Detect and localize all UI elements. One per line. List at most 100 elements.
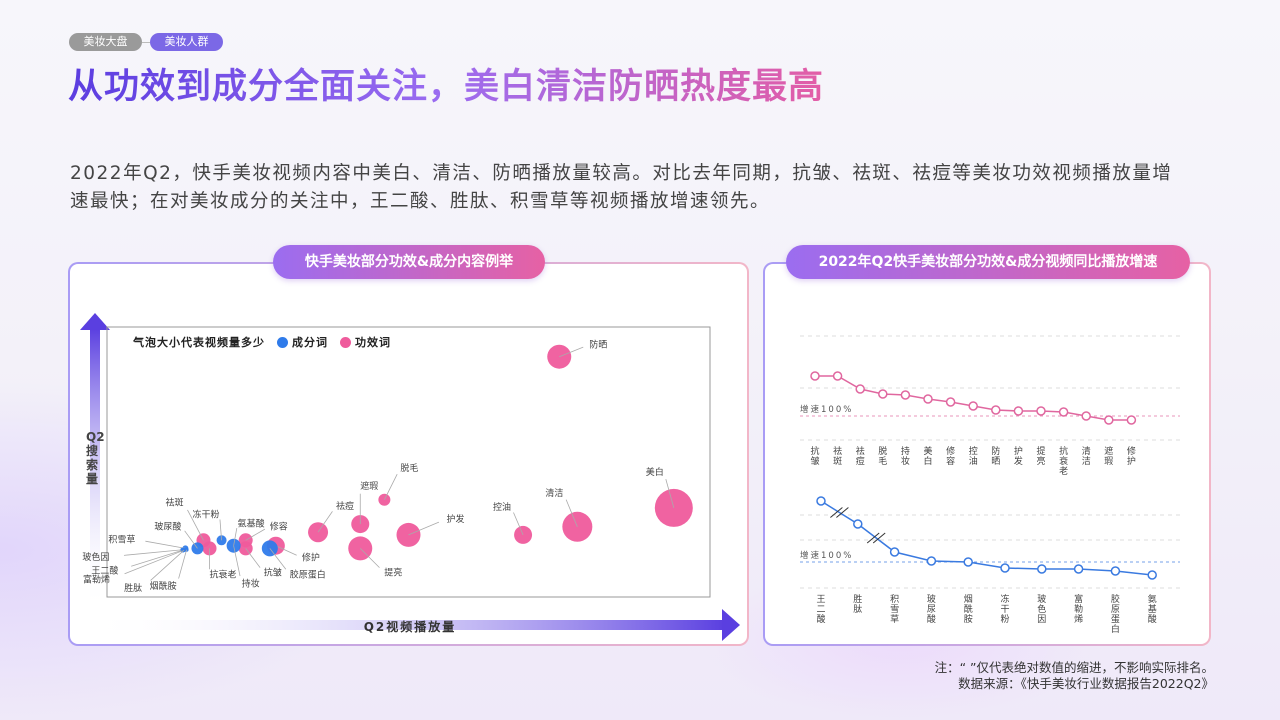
bubble-leader-line xyxy=(178,549,187,579)
bubble-leader-line xyxy=(565,499,578,527)
axis-break-mark xyxy=(866,532,880,544)
category-label: 持妆 xyxy=(901,445,910,467)
category-label: 控油 xyxy=(969,445,978,467)
category-char: 玻 xyxy=(1037,593,1046,605)
tag-beauty-market[interactable]: 美妆大盘 xyxy=(69,33,142,51)
page-title: 从功效到成分全面关注，美白清洁防晒热度最高 xyxy=(68,58,824,109)
bubble-美白 xyxy=(654,488,693,527)
bubble-leader-line xyxy=(187,509,204,541)
category-char: 美 xyxy=(923,445,932,457)
category-label: 祛斑 xyxy=(833,445,842,467)
category-char: 祛 xyxy=(833,445,842,457)
category-char: 二 xyxy=(816,605,825,615)
legend-efficacy-dot xyxy=(340,336,351,348)
bubble-leader-line xyxy=(359,548,380,568)
category-label: 胜肽 xyxy=(853,594,862,615)
category-char: 尿 xyxy=(927,604,936,615)
category-char: 勒 xyxy=(1074,603,1083,615)
bubble-label: 提亮 xyxy=(384,566,402,578)
bubble-label: 祛痘 xyxy=(336,500,354,512)
category-char: 发 xyxy=(1014,455,1023,467)
category-char: 祛 xyxy=(856,445,865,457)
category-char: 胺 xyxy=(964,613,973,625)
bubble-label: 抗皱 xyxy=(264,566,282,578)
category-char: 妆 xyxy=(901,455,910,467)
y-axis-label: Q2搜索量 xyxy=(86,430,105,486)
category-char: 斑 xyxy=(833,455,842,467)
category-char: 毛 xyxy=(878,455,887,467)
data-point-美白 xyxy=(923,394,933,404)
left-panel-title: 快手美妆部分功效&成分内容例举 xyxy=(273,245,545,279)
category-label: 美白 xyxy=(923,445,932,467)
bubble-leader-line xyxy=(559,346,584,358)
data-point-控油 xyxy=(968,401,978,411)
category-label: 富勒烯 xyxy=(1074,593,1083,625)
data-point-王二酸 xyxy=(816,496,826,506)
category-label: 王二酸 xyxy=(816,594,825,625)
category-char: 亮 xyxy=(1036,455,1045,467)
data-point-氨基酸 xyxy=(1147,570,1157,580)
bubble-leader-line xyxy=(665,478,675,509)
bubble-leader-line xyxy=(124,550,184,575)
tag-beauty-audience[interactable]: 美妆人群 xyxy=(150,33,223,51)
category-char: 烯 xyxy=(1074,613,1083,625)
category-char: 烟 xyxy=(964,593,973,605)
axis-break-mark xyxy=(872,532,886,544)
category-char: 提 xyxy=(1036,446,1045,457)
right-panel-title: 2022年Q2快手美妆部分功效&成分视频同比播放增速 xyxy=(786,245,1190,279)
category-char: 酸 xyxy=(1148,614,1157,625)
data-point-修容 xyxy=(945,397,956,407)
plot-frame xyxy=(106,326,711,598)
category-char: 富 xyxy=(1074,593,1083,605)
bubble-leader-line xyxy=(245,548,261,568)
data-point-祛痘 xyxy=(855,384,865,394)
axis-break-mark xyxy=(836,507,849,518)
category-char: 洁 xyxy=(1082,455,1091,467)
data-point-富勒烯 xyxy=(1073,564,1084,574)
bubble-label: 烟酰胺 xyxy=(150,580,177,592)
bubble-leader-line xyxy=(145,540,186,549)
data-point-提亮 xyxy=(1036,406,1046,416)
legend-title: 气泡大小代表视频量多少 xyxy=(133,336,265,349)
bubble-leader-line xyxy=(408,521,440,536)
category-char: 胜 xyxy=(853,594,862,605)
category-char: 干 xyxy=(1000,604,1009,615)
category-char: 酰 xyxy=(964,603,973,615)
data-point-玻尿酸 xyxy=(926,556,937,566)
bubble-label: 持妆 xyxy=(242,578,260,590)
category-char: 皱 xyxy=(810,455,819,467)
bubble-leader-line xyxy=(233,545,241,577)
category-char: 老 xyxy=(1059,465,1068,477)
data-point-护发 xyxy=(1013,406,1024,416)
category-char: 草 xyxy=(890,613,899,625)
category-label: 遮瑕 xyxy=(1104,445,1113,467)
category-char: 脱 xyxy=(878,445,887,457)
data-point-抗皱 xyxy=(810,371,820,381)
bubble-leader-line xyxy=(184,530,198,549)
bubble-leader-line xyxy=(275,545,297,556)
bubble-leader-line xyxy=(131,549,183,567)
category-char: 雪 xyxy=(890,604,899,615)
category-char: 修 xyxy=(946,445,955,457)
category-label: 冻干粉 xyxy=(1000,593,1009,625)
category-label: 抗衰老 xyxy=(1059,445,1068,477)
tag-connector xyxy=(142,42,150,43)
category-char: 清 xyxy=(1082,445,1091,457)
bubble-legend: 气泡大小代表视频量多少 成分词 功效词 xyxy=(133,334,391,350)
category-char: 修 xyxy=(1127,445,1136,457)
category-char: 痘 xyxy=(856,455,865,467)
category-char: 胶 xyxy=(1111,593,1120,605)
bubble-leader-line xyxy=(233,528,238,546)
data-point-抗衰老 xyxy=(1058,407,1069,417)
bubble-leader-line xyxy=(245,528,266,541)
bubble-label: 祛斑 xyxy=(165,496,183,508)
y-axis-arrowhead xyxy=(80,313,110,330)
category-char: 容 xyxy=(946,455,955,467)
bubble-leader-line xyxy=(269,548,287,570)
category-char: 抗 xyxy=(810,445,819,457)
x-axis-label: Q2视频播放量 xyxy=(363,620,457,634)
axis-break-mark xyxy=(830,507,843,518)
category-char: 氨 xyxy=(1148,593,1157,605)
footnote: 注：“ ”仅代表绝对数值的缩进，不影响实际排名。 数据来源：《快手美妆行业数据报… xyxy=(935,660,1214,692)
category-label: 防晒 xyxy=(991,445,1000,467)
